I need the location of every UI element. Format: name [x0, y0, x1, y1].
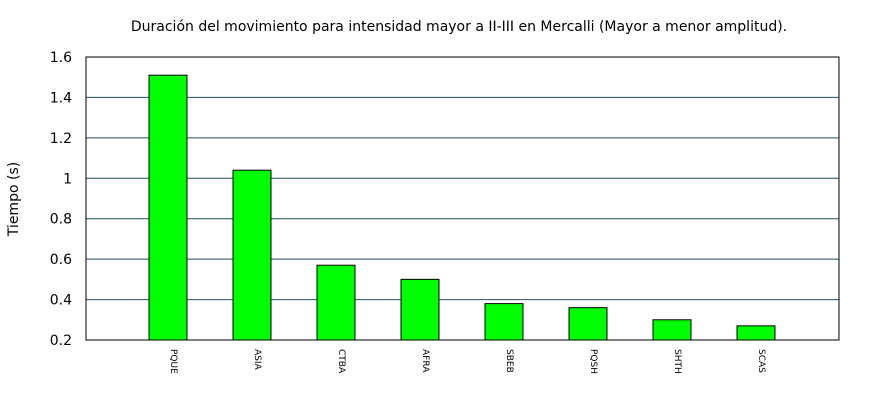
y-tick-label: 1	[63, 171, 72, 187]
bars	[148, 74, 776, 341]
bar-pque	[148, 74, 188, 341]
y-tick-label: 1.6	[50, 50, 72, 66]
y-tick-label: 0.6	[50, 252, 72, 268]
bar-ctba	[316, 264, 356, 341]
bar-scas	[736, 325, 776, 341]
bar-afra	[400, 278, 440, 341]
x-tick-label: SBEB	[504, 349, 514, 373]
y-tick-label: 0.8	[50, 212, 72, 228]
x-tick-label: PQSH	[588, 349, 598, 374]
y-axis-ticks: 0.2 0.4 0.6 0.8 1 1.2 1.4 1.6	[50, 50, 72, 349]
y-tick-label: 0.4	[50, 293, 72, 309]
chart-title: Duración del movimiento para intensidad …	[131, 19, 787, 35]
x-tick-label: ASIA	[252, 349, 262, 371]
x-tick-label: SCAS	[756, 349, 766, 373]
bar-pqsh	[568, 307, 608, 341]
bar-sbeb	[484, 303, 524, 341]
plot-frame	[85, 56, 840, 341]
y-tick-label: 1.4	[50, 90, 72, 106]
y-tick-label: 0.2	[50, 333, 72, 349]
x-tick-label: CTBA	[336, 349, 346, 374]
y-axis-label: Tiempo (s)	[6, 162, 22, 237]
x-tick-label: PQUE	[168, 349, 178, 374]
bar-asia	[232, 169, 272, 341]
grid-lines	[86, 96, 839, 301]
x-tick-label: SHTH	[672, 349, 682, 374]
x-tick-label: AFRA	[420, 349, 430, 373]
x-axis-ticks: PQUE ASIA CTBA AFRA SBEB PQSH SHTH SCAS	[168, 349, 766, 374]
y-tick-label: 1.2	[50, 131, 72, 147]
bar-shth	[652, 319, 692, 341]
